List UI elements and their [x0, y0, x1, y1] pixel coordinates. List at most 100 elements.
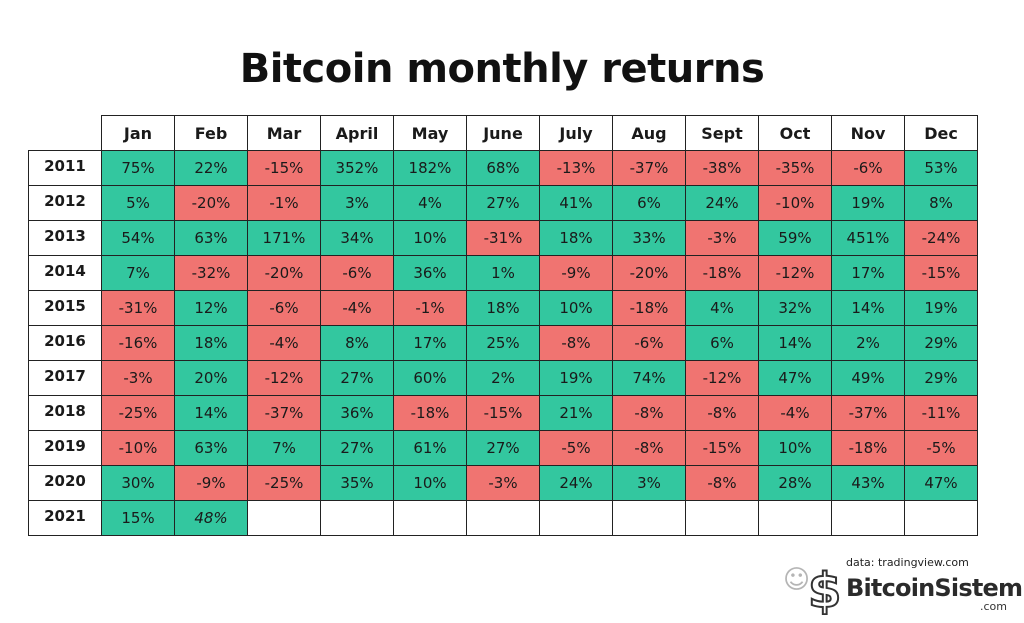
return-cell: -15% [247, 150, 321, 186]
year-label: 2019 [28, 430, 102, 466]
month-header: Nov [831, 115, 905, 151]
wechat-icon: ☺ [783, 565, 811, 595]
return-cell: 14% [758, 325, 832, 361]
return-cell: 17% [393, 325, 467, 361]
return-cell: 32% [758, 290, 832, 326]
return-cell: -10% [101, 430, 175, 466]
empty-cell [831, 500, 905, 536]
return-cell: 3% [612, 465, 686, 501]
return-cell: 75% [101, 150, 175, 186]
return-cell: 14% [831, 290, 905, 326]
return-cell: 7% [247, 430, 321, 466]
return-cell: 53% [904, 150, 978, 186]
return-cell: 27% [466, 430, 540, 466]
table-row: 2021 15% 48% [28, 500, 978, 536]
month-header: Mar [247, 115, 321, 151]
return-cell: -18% [831, 430, 905, 466]
return-cell: -20% [612, 255, 686, 291]
return-cell: 5% [101, 185, 175, 221]
return-cell: -12% [247, 360, 321, 396]
table-row: 2016 -16% 18% -4% 8% 17% 25% -8% -6% 6% 14% 2% 29% [28, 325, 978, 361]
return-cell: 18% [539, 220, 613, 256]
data-source: data: tradingview.com [846, 556, 969, 569]
return-cell: -6% [831, 150, 905, 186]
return-cell: 48% [174, 500, 248, 536]
return-cell: 35% [320, 465, 394, 501]
return-cell: -37% [612, 150, 686, 186]
return-cell: 19% [539, 360, 613, 396]
return-cell: 54% [101, 220, 175, 256]
return-cell: 18% [466, 290, 540, 326]
return-cell: 20% [174, 360, 248, 396]
chart-title: Bitcoin monthly returns [239, 46, 765, 92]
return-cell: -9% [174, 465, 248, 501]
return-cell: 2% [831, 325, 905, 361]
year-label: 2017 [28, 360, 102, 396]
return-cell: 4% [685, 290, 759, 326]
return-cell: -3% [466, 465, 540, 501]
return-cell: 4% [393, 185, 467, 221]
year-label: 2012 [28, 185, 102, 221]
return-cell: 27% [320, 360, 394, 396]
return-cell: 12% [174, 290, 248, 326]
empty-cell [758, 500, 832, 536]
return-cell: -8% [685, 465, 759, 501]
return-cell: 8% [904, 185, 978, 221]
return-cell: 17% [831, 255, 905, 291]
return-cell: -18% [612, 290, 686, 326]
return-cell: 34% [320, 220, 394, 256]
return-cell: -18% [393, 395, 467, 431]
return-cell: -37% [831, 395, 905, 431]
return-cell: 25% [466, 325, 540, 361]
return-cell: 352% [320, 150, 394, 186]
return-cell: -20% [174, 185, 248, 221]
return-cell: 10% [393, 465, 467, 501]
month-header: Oct [758, 115, 832, 151]
table-row: 2011 75% 22% -15% 352% 182% 68% -13% -37% -38% -35… [28, 150, 978, 186]
return-cell: -35% [758, 150, 832, 186]
return-cell: 171% [247, 220, 321, 256]
return-cell: 14% [174, 395, 248, 431]
return-cell: 10% [758, 430, 832, 466]
return-cell: -8% [539, 325, 613, 361]
month-header: July [539, 115, 613, 151]
month-header: Feb [174, 115, 248, 151]
month-header: Sept [685, 115, 759, 151]
corner-cell [28, 115, 102, 151]
return-cell: -3% [685, 220, 759, 256]
return-cell: -32% [174, 255, 248, 291]
return-cell: -11% [904, 395, 978, 431]
table-row: 2020 30% -9% -25% 35% 10% -3% 24% 3% -8% 28% 43% 47% [28, 465, 978, 501]
return-cell: -15% [466, 395, 540, 431]
return-cell: 63% [174, 220, 248, 256]
return-cell: -6% [247, 290, 321, 326]
return-cell: 43% [831, 465, 905, 501]
return-cell: -25% [101, 395, 175, 431]
bitcoin-logo-icon: $ [807, 563, 842, 615]
return-cell: 47% [904, 465, 978, 501]
return-cell: 2% [466, 360, 540, 396]
return-cell: 21% [539, 395, 613, 431]
brand-suffix: .com [980, 600, 1007, 613]
returns-table: Jan Feb Mar April May June July Aug Sept… [28, 115, 978, 536]
return-cell: 22% [174, 150, 248, 186]
return-cell: 30% [101, 465, 175, 501]
return-cell: -4% [320, 290, 394, 326]
return-cell: 24% [685, 185, 759, 221]
return-cell: 29% [904, 360, 978, 396]
return-cell: -24% [904, 220, 978, 256]
table-row: 2019 -10% 63% 7% 27% 61% 27% -5% -8% -15% 10% -18% -… [28, 430, 978, 466]
return-cell: 27% [320, 430, 394, 466]
return-cell: 59% [758, 220, 832, 256]
return-cell: 451% [831, 220, 905, 256]
table-row: 2012 5% -20% -1% 3% 4% 27% 41% 6% 24% -10% 19% 8% [28, 185, 978, 221]
return-cell: -15% [685, 430, 759, 466]
table-row: 2015 -31% 12% -6% -4% -1% 18% 10% -18% 4% 32% 14% 19… [28, 290, 978, 326]
return-cell: 1% [466, 255, 540, 291]
return-cell: 19% [831, 185, 905, 221]
empty-cell [320, 500, 394, 536]
year-label: 2015 [28, 290, 102, 326]
return-cell: 60% [393, 360, 467, 396]
return-cell: -37% [247, 395, 321, 431]
return-cell: 10% [539, 290, 613, 326]
